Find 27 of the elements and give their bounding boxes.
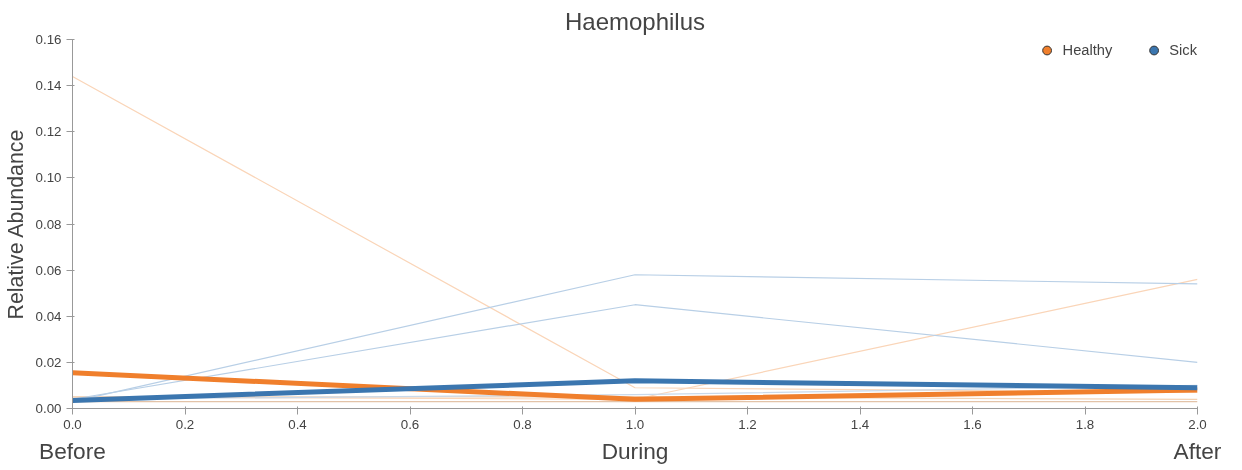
x-tick-label: 0.8 (513, 416, 532, 432)
text: After (1173, 437, 1222, 464)
x-tick-label: 2.0 (1188, 416, 1207, 432)
y-tick-label: 0.02 (35, 354, 62, 370)
x-tick-label: 1.6 (963, 416, 982, 432)
legend-label: Sick (1169, 42, 1197, 58)
text: During (601, 437, 669, 464)
x-tick-label: 1.2 (738, 416, 757, 432)
y-tick-label: 0.12 (35, 124, 62, 140)
y-tick-label: 0.04 (35, 308, 63, 324)
y-tick-label: 0.16 (35, 32, 62, 47)
y-tick-label: 0.10 (35, 170, 62, 186)
legend-label: Healthy (1062, 42, 1113, 58)
x-tick-label: 1.0 (625, 416, 645, 432)
text: Before (39, 437, 106, 464)
x-tick-label: 0.0 (63, 416, 82, 432)
x-tick-label: 1.4 (850, 416, 870, 432)
y-tick-label: 0.14 (35, 78, 63, 94)
chart-title: Haemophilus (564, 7, 706, 35)
x-tick-label: 0.2 (175, 416, 195, 432)
x-tick-label: 0.4 (288, 416, 308, 432)
y-tick-label: 0.06 (35, 262, 62, 278)
y-axis-title: Relative Abundance (3, 129, 28, 320)
y-tick-label: 0.00 (35, 401, 62, 416)
x-tick-label: 0.6 (400, 416, 420, 432)
y-tick-label: 0.08 (35, 216, 62, 232)
x-tick-label: 1.8 (1075, 416, 1095, 432)
